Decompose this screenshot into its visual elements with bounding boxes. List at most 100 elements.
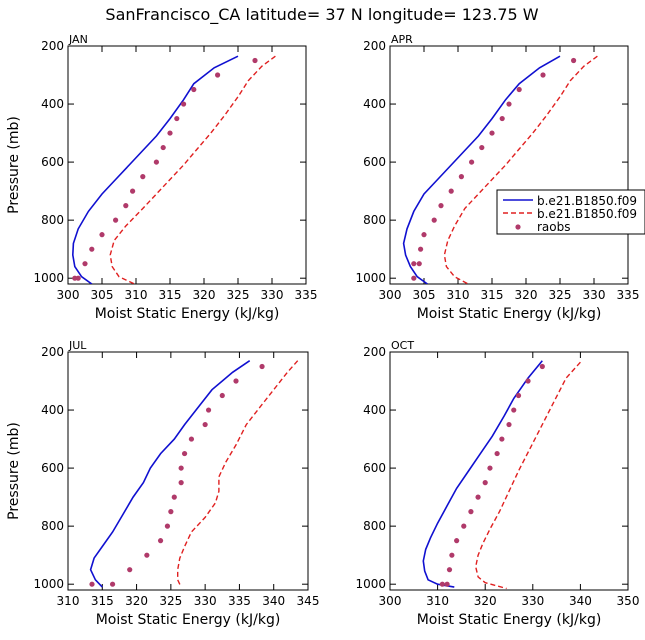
series-line-model1 [89, 360, 251, 588]
raobs-point [461, 523, 467, 529]
x-tick-label: 335 [617, 288, 640, 302]
raobs-point [479, 144, 485, 151]
raobs-point [202, 421, 208, 428]
x-tick-label: 325 [159, 594, 182, 608]
raobs-point [416, 261, 422, 267]
series-line-model1 [71, 55, 239, 284]
raobs-point [454, 538, 460, 544]
raobs-point [233, 378, 239, 384]
y-tick-label: 200 [363, 345, 386, 359]
series-line-model2 [176, 360, 299, 588]
raobs-point [153, 159, 159, 165]
raobs-point [444, 581, 450, 587]
x-tick-label: 305 [413, 288, 436, 302]
raobs-point [164, 523, 171, 529]
x-tick-label: 325 [549, 288, 572, 302]
y-tick-label: 400 [363, 403, 386, 417]
raobs-point [446, 567, 453, 573]
panel-label: JAN [68, 33, 88, 46]
raobs-point [252, 57, 258, 64]
y-tick-label: 800 [41, 213, 64, 227]
panel-apr: APR 300 305 310 315 320 325 330 335 200 400 600 800 1… [355, 33, 639, 322]
x-tick-label: 315 [91, 594, 114, 608]
raobs-point [499, 436, 505, 442]
y-tick-label: 400 [41, 403, 64, 417]
raobs-point [540, 72, 546, 78]
raobs-point [130, 188, 136, 194]
x-tick-label: 350 [617, 594, 640, 608]
plot-area [422, 360, 581, 590]
x-axis-label: Moist Static Energy (kJ/kg) [417, 306, 602, 322]
panel-jul: JUL 310 315 320 325 330 335 340 345 200 400 600 800 1… [6, 339, 319, 628]
raobs-point [171, 494, 177, 500]
raobs-point [89, 246, 95, 252]
y-axis-label: Pressure (mb) [6, 116, 22, 214]
x-tick-label: 315 [481, 288, 504, 302]
x-tick-label: 340 [569, 594, 592, 608]
panels: JAN 300 305 310 315 320 325 330 335 200 400 600 800 1… [6, 33, 639, 628]
y-tick-label: 200 [41, 345, 64, 359]
x-tick-label: 310 [57, 594, 80, 608]
series-line-model1 [402, 55, 561, 284]
raobs-point [191, 86, 197, 93]
y-tick-label: 600 [41, 461, 64, 475]
panel-label: JUL [68, 339, 87, 352]
series-line-model2 [474, 361, 581, 590]
raobs-point [140, 174, 146, 180]
y-tick-label: 800 [363, 519, 386, 533]
raobs-point [449, 552, 455, 558]
raobs-point [168, 509, 174, 515]
raobs-point [109, 581, 116, 587]
y-tick-label: 1000 [33, 271, 64, 285]
plot-area [89, 360, 299, 588]
series-line-model1 [422, 360, 543, 588]
y-tick-label: 600 [363, 461, 386, 475]
x-tick-label: 300 [379, 288, 402, 302]
y-tick-label: 200 [363, 39, 386, 53]
x-tick-label: 305 [91, 288, 114, 302]
legend: b.e21.B1850.f09 b.e21.B1850.f09 raobs [496, 189, 645, 235]
raobs-point [82, 261, 88, 267]
raobs-point [160, 144, 166, 151]
raobs-point [89, 581, 95, 587]
panel-label: OCT [391, 339, 414, 352]
raobs-point [431, 217, 437, 223]
x-tick-label: 330 [521, 594, 544, 608]
x-axis-label: Moist Static Energy (kJ/kg) [417, 612, 602, 628]
y-tick-label: 400 [41, 97, 64, 111]
y-tick-label: 200 [41, 39, 64, 53]
raobs-point [178, 480, 184, 486]
raobs-point [411, 275, 417, 281]
raobs-point [539, 363, 545, 370]
raobs-point [516, 86, 522, 93]
x-axis-label: Moist Static Energy (kJ/kg) [95, 306, 280, 322]
raobs-point [181, 450, 188, 457]
raobs-point [499, 115, 505, 122]
raobs-point [506, 421, 512, 428]
x-tick-label: 320 [193, 288, 216, 302]
raobs-point [99, 232, 105, 238]
raobs-point [259, 363, 265, 370]
raobs-point [525, 378, 531, 384]
raobs-point [123, 203, 129, 209]
y-tick-label: 600 [363, 155, 386, 169]
x-tick-label: 300 [57, 288, 80, 302]
y-axis-label: Pressure (mb) [6, 422, 22, 520]
x-tick-label: 320 [474, 594, 497, 608]
raobs-point [219, 392, 225, 399]
raobs-point [487, 465, 493, 471]
raobs-point [489, 130, 495, 136]
raobs-point [215, 72, 221, 78]
legend-swatch-raobs [515, 224, 521, 230]
series-line-model2 [443, 55, 598, 284]
x-tick-label: 340 [262, 594, 285, 608]
y-tick-label: 800 [41, 519, 64, 533]
raobs-point [157, 538, 164, 544]
legend-box [496, 189, 645, 235]
raobs-point [482, 480, 488, 486]
raobs-point [418, 246, 424, 252]
raobs-point [515, 392, 522, 399]
raobs-point [448, 188, 454, 194]
x-tick-label: 335 [295, 288, 318, 302]
